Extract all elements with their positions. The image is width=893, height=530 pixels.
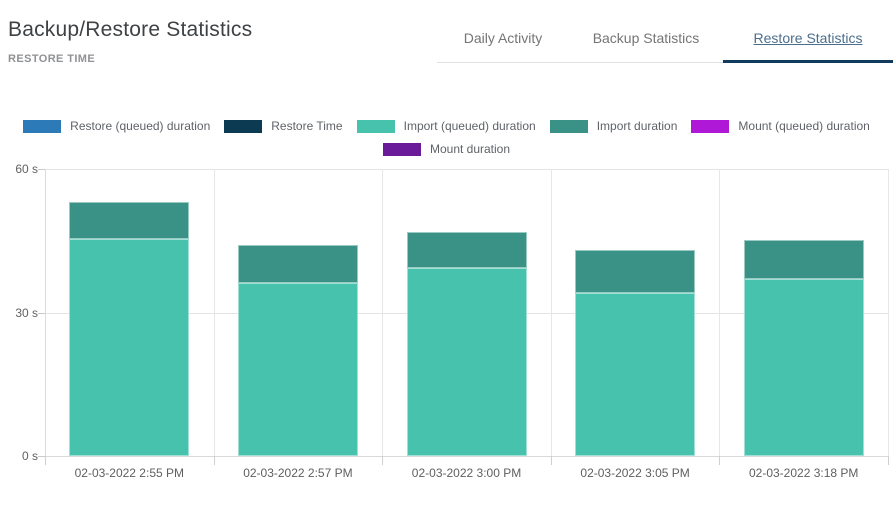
x-axis-tick	[213, 456, 215, 465]
bar-segment-import-queued-duration[interactable]	[575, 293, 696, 456]
y-axis-label: 30 s	[15, 305, 38, 320]
legend-item-import-duration[interactable]: Import duration	[549, 119, 678, 133]
legend-item-restore-queued-duration[interactable]: Restore (queued) duration	[23, 119, 210, 133]
gridline-v	[719, 169, 721, 456]
x-axis-label: 02-03-2022 3:05 PM	[580, 466, 690, 480]
gridline-0s	[45, 456, 888, 457]
gridline-60s	[45, 169, 888, 170]
bar-segment-import-queued-duration[interactable]	[743, 279, 864, 456]
chart-legend: Restore (queued) duration Restore Time Imp…	[0, 119, 893, 165]
legend-swatch-icon	[549, 119, 588, 133]
y-axis-label: 0 s	[21, 449, 38, 463]
tab-backup-statistics[interactable]: Backup Statistics	[592, 30, 700, 46]
legend-swatch-icon	[224, 119, 263, 133]
y-axis-tick	[38, 169, 45, 170]
legend-label: Mount duration	[429, 142, 511, 156]
x-axis-label: 02-03-2022 2:55 PM	[74, 466, 184, 480]
x-axis-tick	[550, 456, 552, 465]
x-axis-label: 02-03-2022 3:18 PM	[748, 466, 859, 480]
x-axis-tick	[382, 456, 384, 465]
legend-label: Restore Time	[271, 119, 343, 133]
x-axis-tick	[888, 456, 889, 465]
bar-segment-import-duration[interactable]	[743, 239, 864, 279]
bar-segment-import-duration[interactable]	[575, 250, 696, 294]
gridline-v	[382, 169, 384, 456]
legend-item-mount-duration[interactable]: Mount duration	[382, 142, 511, 156]
legend-item-restore-time[interactable]: Restore Time	[224, 119, 343, 133]
bar-segment-import-duration[interactable]	[237, 245, 358, 283]
y-axis-tick	[38, 312, 45, 314]
legend-item-import-queued-duration[interactable]: Import (queued) duration	[356, 119, 536, 133]
legend-swatch-icon	[382, 142, 421, 156]
x-axis-label: 02-03-2022 2:57 PM	[243, 466, 353, 480]
legend-swatch-icon	[691, 119, 730, 133]
bar-segment-import-queued-duration[interactable]	[406, 268, 527, 456]
legend-label: Import (queued) duration	[403, 119, 536, 133]
bar-segment-import-queued-duration[interactable]	[237, 282, 358, 456]
x-axis-label: 02-03-2022 3:00 PM	[411, 466, 522, 480]
y-axis-line	[45, 169, 46, 456]
bar-segment-import-duration[interactable]	[406, 231, 527, 269]
tab-restore-statistics[interactable]: Restore Statistics	[723, 0, 893, 63]
legend-swatch-icon	[23, 119, 62, 133]
page-title: Backup/Restore Statistics	[8, 18, 253, 41]
legend-label: Mount (queued) duration	[738, 119, 870, 133]
legend-item-mount-queued-duration[interactable]: Mount (queued) duration	[691, 119, 870, 133]
legend-label: Import duration	[596, 119, 678, 133]
chart-title: RESTORE TIME	[8, 53, 96, 65]
legend-swatch-icon	[356, 119, 395, 133]
x-axis-tick	[45, 456, 46, 465]
legend-row: Restore (queued) duration Restore Time Imp…	[0, 119, 893, 133]
tab-bar: Daily Activity Backup Statistics Restore S…	[437, 0, 893, 63]
bar-segment-import-duration[interactable]	[69, 202, 190, 239]
tab-daily-activity[interactable]: Daily Activity	[463, 30, 543, 46]
x-axis-tick	[719, 456, 721, 465]
gridline-v	[213, 169, 215, 456]
legend-row: Mount duration	[0, 142, 893, 156]
gridline-v	[550, 169, 552, 456]
bar-segment-import-queued-duration[interactable]	[69, 238, 190, 456]
legend-label: Restore (queued) duration	[70, 119, 211, 133]
gridline-v	[888, 169, 889, 456]
y-axis-tick	[38, 456, 45, 457]
